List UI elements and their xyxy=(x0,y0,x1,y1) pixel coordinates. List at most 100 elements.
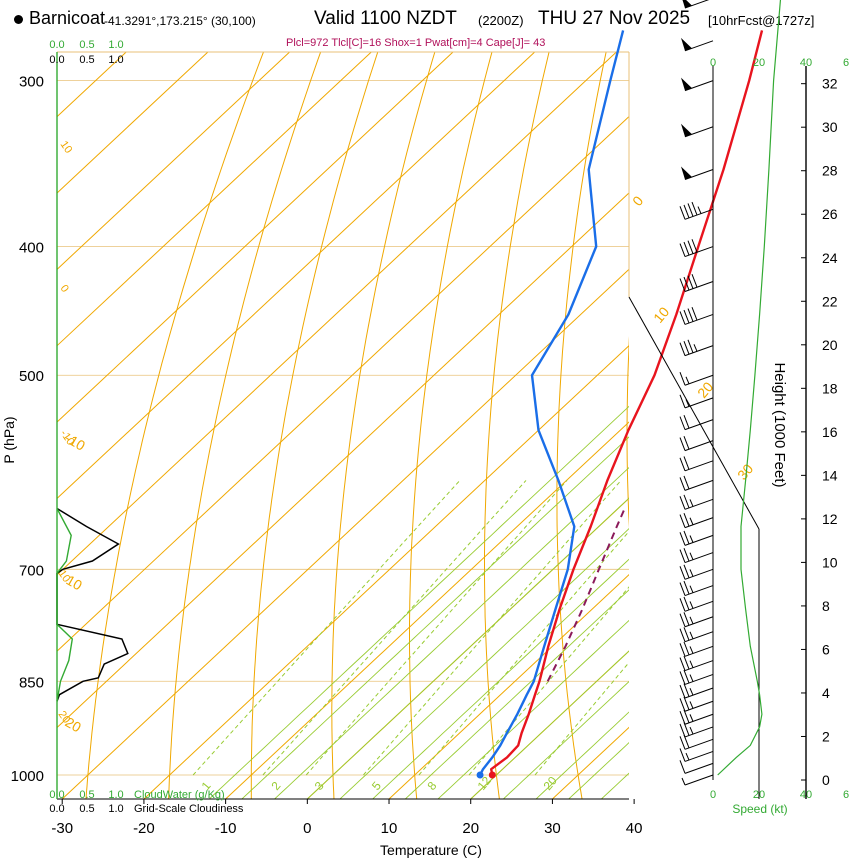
wind-barb xyxy=(679,530,714,546)
wind-barb xyxy=(679,734,714,750)
moist-adiabat-0 xyxy=(306,497,629,799)
height-tick-label: 24 xyxy=(822,250,838,266)
isotherm--80 xyxy=(57,52,454,423)
wind-barb-half xyxy=(685,752,690,761)
isotherm-label: 10 xyxy=(650,304,672,326)
wind-barb xyxy=(679,475,714,491)
wind-barb-half xyxy=(689,646,694,654)
wind-barb-full xyxy=(679,514,686,528)
wind-barb-full xyxy=(691,274,698,288)
wind-barb xyxy=(682,0,710,9)
stability-indices: Plcl=972 Tlcl[C]=16 Shox=1 Pwat[cm]=4 Ca… xyxy=(286,37,546,49)
wind-barb-staff xyxy=(684,40,714,52)
temperature-line xyxy=(490,30,764,776)
isotherm--50 xyxy=(57,115,629,652)
wind-barb-staff xyxy=(684,738,714,750)
speed-axis-label: Speed (kt) xyxy=(732,802,787,816)
speed-top-tick: 0 xyxy=(710,57,716,69)
mixing-ratio-1 xyxy=(192,480,461,776)
mixing-ratio-8 xyxy=(418,530,629,776)
height-tick-label: 2 xyxy=(822,728,830,744)
wind-barb-full xyxy=(687,275,694,289)
wind-barb-staff xyxy=(684,80,714,92)
height-tick-label: 32 xyxy=(822,76,838,92)
speed-bottom-tick: 6 xyxy=(843,789,849,801)
cloud-water-top-tick: 1.0 xyxy=(108,39,123,51)
isotherm-label: 0 xyxy=(629,193,646,209)
wind-barb xyxy=(679,372,714,386)
wind-barb-staff xyxy=(684,616,714,628)
isotherm--70 xyxy=(57,52,536,500)
wind-barb-full xyxy=(679,613,686,627)
wind-barb-full xyxy=(679,643,686,657)
wind-barb xyxy=(679,339,714,357)
moist-adiabat-24 xyxy=(502,680,629,799)
wind-barb xyxy=(679,415,714,431)
isotherm--100 xyxy=(57,52,290,271)
pressure-tick-label: 1000 xyxy=(11,768,44,785)
station-name-text: Barnicoat xyxy=(29,8,106,28)
moist-adiabat-28 xyxy=(535,711,629,799)
height-tick-label: 22 xyxy=(822,293,838,309)
temperature-tick-label: -10 xyxy=(215,820,237,837)
wind-barb-full xyxy=(683,276,690,291)
wind-barb-staff xyxy=(684,673,714,685)
wind-barb-full xyxy=(679,532,686,546)
grid-clip-group xyxy=(57,52,629,799)
wind-barb-full xyxy=(687,339,694,353)
wind-barb xyxy=(679,669,714,685)
height-tick-label: 8 xyxy=(822,598,830,614)
wind-barb-staff xyxy=(684,750,714,762)
wind-barb-pennant xyxy=(681,77,692,91)
wind-barb-full xyxy=(687,203,694,217)
wind-barb-half xyxy=(689,499,694,507)
wind-barb xyxy=(679,547,714,564)
cloudiness-bottom-tick: 0.0 xyxy=(49,803,64,815)
wind-barb-full xyxy=(679,723,686,738)
wind-barb-half xyxy=(685,376,690,385)
wind-barb-staff xyxy=(684,345,714,357)
wind-barb-full xyxy=(679,437,686,451)
wind-barb-full xyxy=(683,309,690,324)
forecast-date: THU 27 Nov 2025 xyxy=(538,8,691,29)
cloud-panel xyxy=(56,52,129,799)
wind-barb xyxy=(679,696,714,712)
wind-barb-half xyxy=(689,616,694,625)
wind-barb-half xyxy=(689,687,694,696)
wind-barb-pennant xyxy=(682,0,692,9)
wind-barb-half xyxy=(685,399,690,407)
moist-adiabat--8 xyxy=(241,436,629,799)
dry-adiabat-label: 10 xyxy=(58,139,75,156)
cloud-water-bottom-tick: 0.5 xyxy=(79,789,94,801)
wind-barb xyxy=(679,494,714,510)
wind-barb-full xyxy=(679,582,686,596)
wind-barb xyxy=(679,274,714,292)
wind-barb-half xyxy=(693,344,698,352)
wind-barb-staff xyxy=(684,660,714,672)
height-tick-label: 6 xyxy=(822,641,830,657)
wind-barb xyxy=(679,580,714,597)
moist-adiabat-8 xyxy=(372,558,629,799)
surface-dewpoint-marker xyxy=(476,771,484,779)
moist-adiabat-16 xyxy=(437,619,629,799)
forecast-hour: [10hrFcst@1727z] xyxy=(708,13,815,28)
wind-barb-full xyxy=(679,684,686,699)
temperature-tick-label: -30 xyxy=(51,820,73,837)
wind-barb-staff xyxy=(684,517,714,529)
wind-barb-staff xyxy=(684,534,714,546)
mixing-ratio-2 xyxy=(262,480,527,776)
wind-barb-staff xyxy=(684,645,714,657)
dry-adiabat-label: 20 xyxy=(56,709,73,726)
wind-barb-pennant xyxy=(681,123,692,137)
wind-barb-full xyxy=(683,435,690,450)
height-tick-label: 30 xyxy=(822,119,838,135)
dry-adiabat--20 xyxy=(168,52,322,799)
pressure-tick-label: 500 xyxy=(19,368,44,385)
wind-barb xyxy=(679,307,714,325)
station-bullet-icon xyxy=(14,14,23,24)
temperature-tick-label: 30 xyxy=(544,820,561,837)
cloudiness-bottom-tick: 0.5 xyxy=(79,803,94,815)
mixing-ratio-20 xyxy=(534,661,629,776)
pressure-tick-label: 300 xyxy=(19,74,44,91)
cloudiness-top-tick: 0.5 xyxy=(79,54,94,66)
